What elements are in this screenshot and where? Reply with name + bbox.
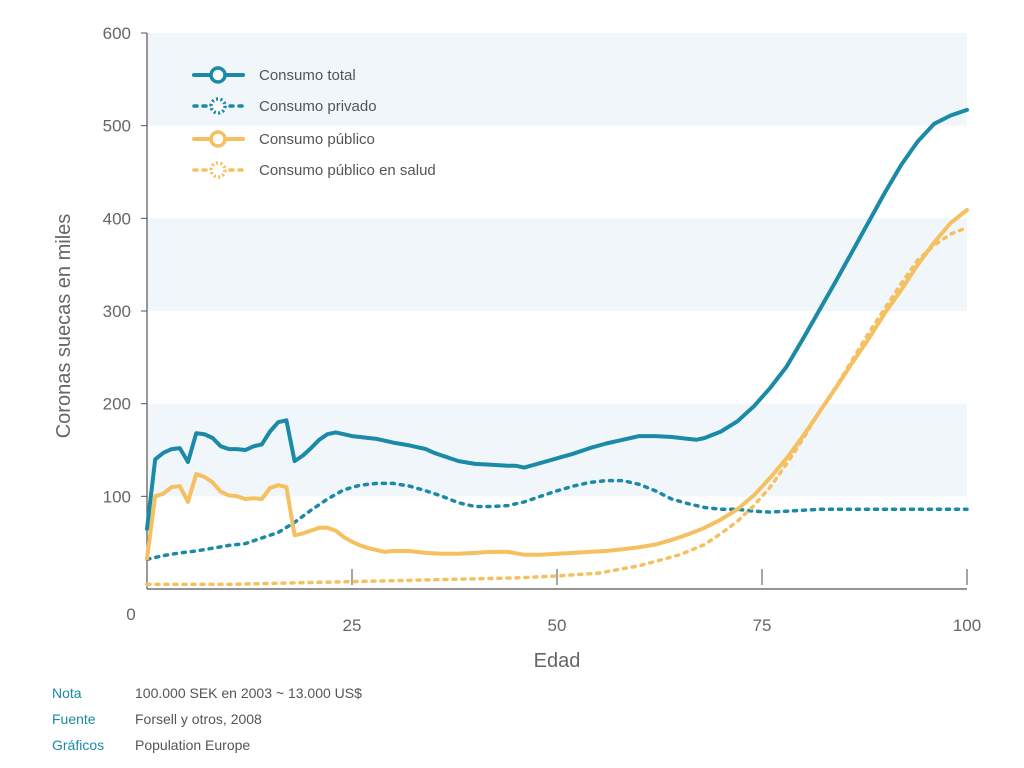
x-tick-label: 75 bbox=[753, 616, 772, 635]
line-chart: 100 200 300 400 500 600 25 50 75 100 0 Edad Coronas … bbox=[53, 24, 981, 672]
legend-label: Consumo público en salud bbox=[259, 162, 436, 179]
grid-band bbox=[147, 218, 967, 311]
axes: 100 200 300 400 500 600 25 50 75 100 0 Edad Coronas … bbox=[53, 24, 981, 672]
note-row-fuente: Fuente Forsell y otros, 2008 bbox=[52, 706, 362, 732]
x-tick-label: 25 bbox=[343, 616, 362, 635]
legend-swatch-marker bbox=[209, 97, 227, 115]
legend-label: Consumo privado bbox=[259, 98, 377, 115]
note-value: Forsell y otros, 2008 bbox=[135, 711, 262, 727]
x-tick-label: 100 bbox=[953, 616, 981, 635]
note-key: Nota bbox=[52, 685, 82, 701]
y-tick-label: 400 bbox=[103, 209, 131, 228]
legend-item-0: Consumo total bbox=[192, 66, 356, 84]
note-value: 100.000 SEK en 2003 ~ 13.000 US$ bbox=[135, 685, 362, 701]
legend-swatch-marker bbox=[209, 161, 227, 179]
legend-item-1: Consumo privado bbox=[192, 97, 377, 115]
legend-label: Consumo público bbox=[259, 131, 375, 148]
y-axis-title: Coronas suecas en miles bbox=[53, 214, 75, 439]
notes-block: Nota 100.000 SEK en 2003 ~ 13.000 US$ Fu… bbox=[52, 680, 362, 758]
legend-swatch-marker bbox=[209, 130, 227, 148]
series-line-1 bbox=[145, 478, 969, 562]
series-layer bbox=[145, 107, 969, 587]
grid-band bbox=[147, 403, 967, 497]
x-axis-title: Edad bbox=[534, 650, 581, 672]
y-tick-label: 200 bbox=[103, 395, 131, 414]
series-line-2 bbox=[145, 208, 969, 561]
note-row-graficos: Gráficos Population Europe bbox=[52, 732, 362, 758]
note-value: Population Europe bbox=[135, 737, 251, 753]
note-key: Gráficos bbox=[52, 737, 105, 753]
y-tick-label: 100 bbox=[103, 487, 131, 506]
y-tick-label: 600 bbox=[103, 24, 131, 43]
series-line-0 bbox=[145, 107, 969, 531]
legend-item-2: Consumo público bbox=[192, 130, 375, 148]
origin-label: 0 bbox=[126, 605, 135, 624]
x-tick-label: 50 bbox=[548, 616, 567, 635]
legend-swatch-marker bbox=[209, 66, 227, 84]
note-row-nota: Nota 100.000 SEK en 2003 ~ 13.000 US$ bbox=[52, 680, 362, 706]
y-tick-label: 300 bbox=[103, 302, 131, 321]
y-tick-label: 500 bbox=[103, 117, 131, 136]
legend-item-3: Consumo público en salud bbox=[192, 161, 436, 179]
grid-band bbox=[147, 33, 967, 126]
legend: Consumo total Consumo privado Consumo públ… bbox=[192, 66, 436, 179]
legend-label: Consumo total bbox=[259, 67, 356, 84]
note-key: Fuente bbox=[52, 711, 96, 727]
